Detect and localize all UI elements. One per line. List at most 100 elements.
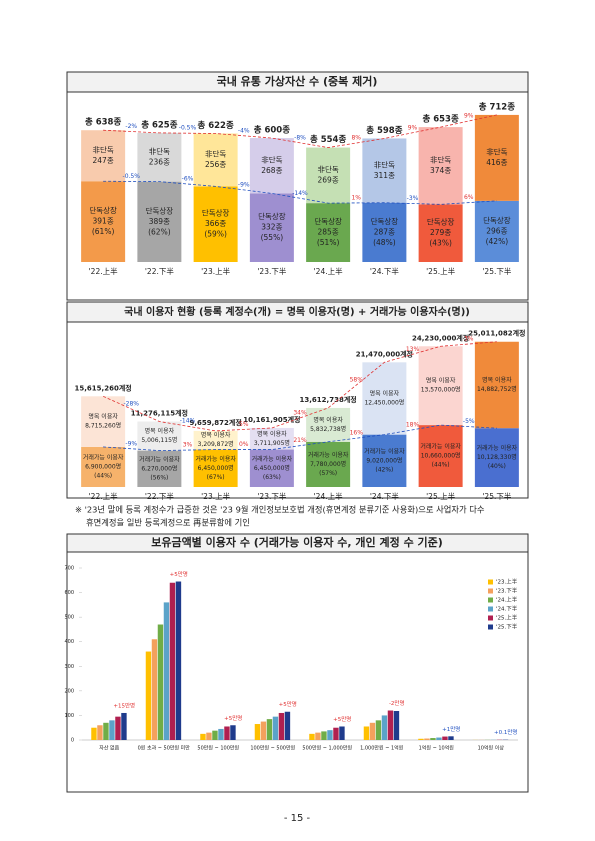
bar-segment [474, 114, 519, 201]
x-tick-label: '23.下半 [257, 491, 286, 501]
segment-label: 거래가능 이용자 [252, 455, 293, 463]
segment-label: (43%) [429, 239, 452, 248]
y-tick-label: 600 [64, 590, 74, 596]
segment-label: 13,570,000명 [421, 386, 461, 394]
segment-label: 非단독 [261, 154, 282, 164]
segment-label: 非단독 [317, 164, 338, 174]
bar [175, 581, 182, 740]
y-tick-label: 0 [71, 738, 74, 744]
segment-label: 명목 이용자 [313, 416, 343, 424]
bar [327, 730, 333, 740]
total-label: 총 653종 [422, 114, 459, 125]
legend-label: '24.下半 [496, 605, 518, 613]
change-label: 9% [408, 124, 418, 131]
segment-label: 단독상장 [89, 205, 117, 215]
bar [97, 725, 103, 740]
bar-segment [474, 428, 519, 487]
change-label: 9% [464, 113, 474, 120]
change-label: +0.1만명 [494, 728, 517, 736]
bar [230, 725, 236, 740]
segment-label: (42%) [375, 466, 393, 473]
segment-label: 非단독 [92, 144, 113, 154]
chart-title: 국내 유통 가상자산 수 (중복 제거) [217, 74, 378, 88]
segment-label: 거래가능 이용자 [364, 447, 405, 455]
bar [103, 722, 109, 740]
total-label: 총 554종 [310, 134, 347, 145]
segment-label: (63%) [263, 474, 281, 481]
segment-label: 8,715,260명 [85, 422, 121, 430]
x-tick-label: 50만원 ~ 100만원 [197, 745, 239, 752]
segment-label: (57%) [319, 470, 337, 477]
bar [442, 736, 448, 740]
segment-label: (44%) [94, 472, 112, 479]
bar-segment [193, 133, 238, 187]
segment-label: 296종 [486, 226, 507, 235]
bar [145, 651, 152, 740]
change-label: +5만명 [333, 715, 351, 723]
bar-segment [249, 193, 294, 262]
total-label: 총 638종 [85, 117, 122, 128]
legend-label: '23.上半 [496, 578, 518, 586]
total-label: 10,161,905계정 [243, 415, 300, 424]
y-tick-label: 300 [64, 664, 74, 670]
x-tick-label: 1,000만원 ~ 1억원 [360, 745, 404, 752]
segment-label: 단독상장 [202, 208, 230, 218]
segment-label: 非단독 [205, 149, 226, 159]
footnote: ※ '23년 말에 등록 계정수가 급증한 것은 '23 9월 개인정보보호법 … [75, 505, 485, 515]
bar [369, 722, 376, 740]
segment-label: 명목 이용자 [426, 377, 456, 385]
bar-segment [193, 186, 238, 262]
change-label: 34% [293, 409, 307, 416]
y-tick-label: 200 [64, 688, 74, 694]
bar-segment [418, 204, 463, 262]
legend-label: '24.上半 [496, 596, 518, 604]
x-tick-label: 500만원 ~ 1,000만원 [302, 745, 352, 752]
x-tick-label: '25.上半 [426, 266, 455, 276]
change-label: 13% [406, 346, 420, 353]
title-box [66, 301, 529, 323]
bar-segment [137, 181, 182, 262]
bar [363, 726, 370, 740]
x-tick-label: '22.下半 [145, 491, 174, 501]
change-label: -2% [125, 123, 137, 130]
bar [109, 720, 115, 740]
bar [278, 712, 285, 740]
segment-label: 非단독 [149, 146, 170, 156]
bar [218, 728, 224, 740]
change-label: -9% [125, 440, 137, 447]
segment-label: 332종 [261, 223, 282, 232]
bar [266, 719, 273, 740]
bar [200, 733, 206, 740]
bar [157, 624, 164, 740]
segment-label: 거래가능 이용자 [83, 453, 124, 461]
segment-label: 5,006,115명 [141, 436, 177, 444]
segment-label: 5,832,738명 [310, 425, 346, 433]
segment-label: 단독상장 [427, 217, 455, 227]
segment-label: 단독상장 [371, 216, 399, 226]
segment-label: 9,020,000명 [366, 456, 402, 464]
change-label: -5% [463, 418, 475, 425]
change-label: +5만명 [279, 700, 297, 708]
x-tick-label: '23.上半 [201, 266, 230, 276]
bar-segment [362, 138, 407, 203]
bar [272, 716, 279, 740]
legend-swatch [488, 597, 493, 603]
segment-label: 287종 [374, 227, 395, 236]
chart-title: 보유금액별 이용자 수 (거래가능 이용자 수, 개인 계정 수 기준) [151, 535, 443, 549]
y-tick-label: 700 [64, 566, 74, 572]
x-tick-label: '23.上半 [201, 491, 230, 501]
bar [212, 730, 218, 740]
bar-segment [362, 434, 407, 487]
change-label: 18% [406, 421, 420, 428]
bar [387, 710, 394, 740]
segment-label: (67%) [207, 474, 225, 481]
segment-label: 391종 [93, 217, 114, 226]
bar-segment [137, 132, 182, 182]
segment-label: 14,882,752명 [477, 385, 517, 393]
segment-label: 10,660,000명 [421, 452, 461, 460]
segment-label: 3,209,872명 [198, 440, 234, 448]
segment-label: (44%) [432, 462, 450, 469]
segment-label: 6,450,000명 [198, 464, 234, 472]
bar [375, 720, 382, 740]
